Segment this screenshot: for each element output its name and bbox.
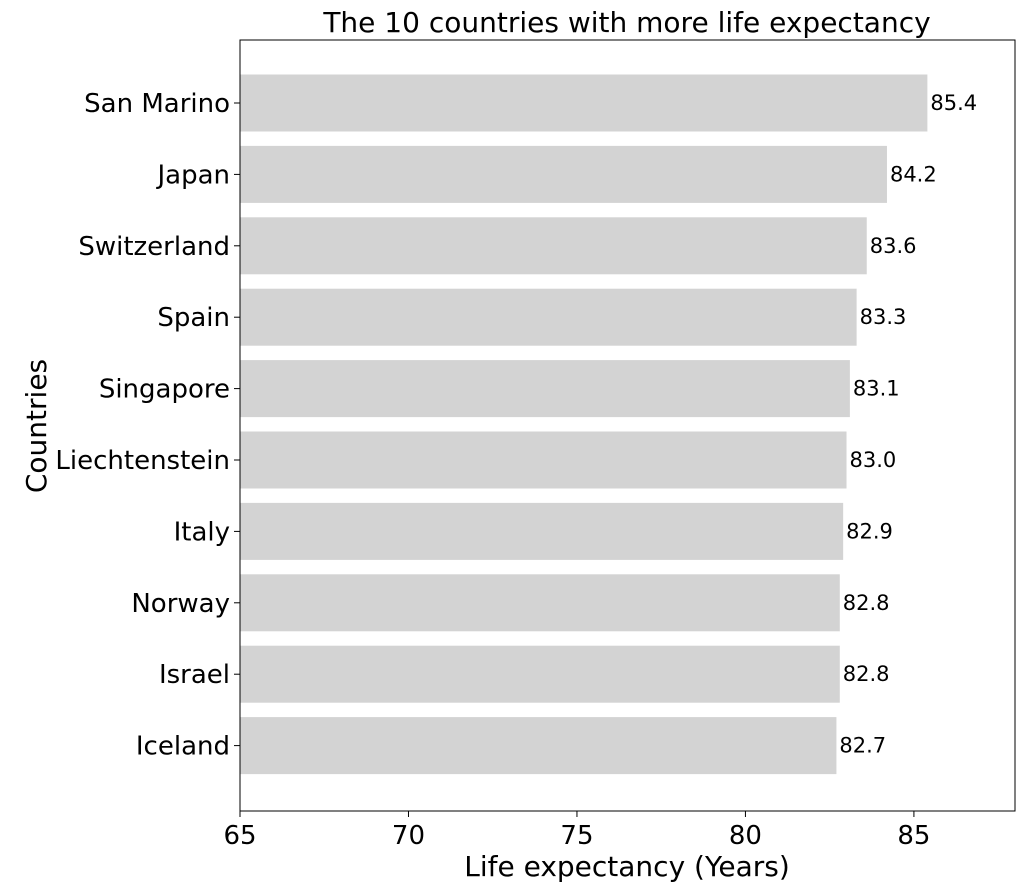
bar-italy bbox=[240, 502, 844, 560]
value-label-italy: 82.9 bbox=[846, 519, 893, 543]
x-axis-ticks: 65 70 75 80 85 bbox=[223, 811, 930, 851]
value-label-switzerland: 83.6 bbox=[870, 234, 917, 258]
bar-norway bbox=[240, 574, 840, 632]
y-tick-label-liechtenstein: Liechtenstein bbox=[55, 446, 230, 476]
y-tick-label-iceland: Iceland bbox=[136, 732, 230, 762]
y-tick-label-san-marino: San Marino bbox=[84, 89, 230, 119]
x-axis-title: Life expectancy (Years) bbox=[464, 850, 790, 883]
y-axis-title: Countries bbox=[20, 359, 53, 493]
value-label-singapore: 83.1 bbox=[853, 377, 900, 401]
bar-switzerland bbox=[240, 217, 867, 275]
y-tick-label-switzerland: Switzerland bbox=[78, 232, 230, 262]
x-tick-label-80: 80 bbox=[729, 821, 762, 851]
bars-group bbox=[240, 74, 928, 775]
value-label-israel: 82.8 bbox=[843, 662, 890, 686]
y-tick-label-norway: Norway bbox=[131, 589, 230, 619]
y-tick-label-japan: Japan bbox=[155, 160, 230, 190]
value-label-liechtenstein: 83.0 bbox=[850, 448, 897, 472]
value-label-spain: 83.3 bbox=[860, 305, 907, 329]
value-label-iceland: 82.7 bbox=[839, 734, 886, 758]
x-tick-label-65: 65 bbox=[223, 821, 256, 851]
bar-israel bbox=[240, 645, 840, 703]
bar-iceland bbox=[240, 717, 837, 775]
x-tick-label-85: 85 bbox=[897, 821, 930, 851]
bar-liechtenstein bbox=[240, 431, 847, 489]
plot-frame bbox=[239, 39, 1016, 812]
y-tick-label-italy: Italy bbox=[174, 517, 230, 547]
y-tick-label-singapore: Singapore bbox=[99, 375, 230, 405]
value-label-san-marino: 85.4 bbox=[930, 91, 977, 115]
y-tick-label-spain: Spain bbox=[157, 303, 230, 333]
bar-japan bbox=[240, 145, 887, 203]
y-axis-ticks: San Marino Japan Switzerland Spain Singapore… bbox=[55, 89, 240, 762]
bar-spain bbox=[240, 288, 857, 346]
value-labels-group: 85.4 84.2 83.6 83.3 83.1 83.0 82.9 82.8 82.8 82.7 bbox=[839, 91, 977, 758]
x-tick-label-70: 70 bbox=[392, 821, 425, 851]
y-tick-label-israel: Israel bbox=[159, 660, 230, 690]
value-label-norway: 82.8 bbox=[843, 591, 890, 615]
x-tick-label-75: 75 bbox=[560, 821, 593, 851]
bar-singapore bbox=[240, 360, 850, 418]
bar-san-marino bbox=[240, 74, 928, 132]
chart-title: The 10 countries with more life expectan… bbox=[322, 6, 930, 39]
value-label-japan: 84.2 bbox=[890, 162, 937, 186]
